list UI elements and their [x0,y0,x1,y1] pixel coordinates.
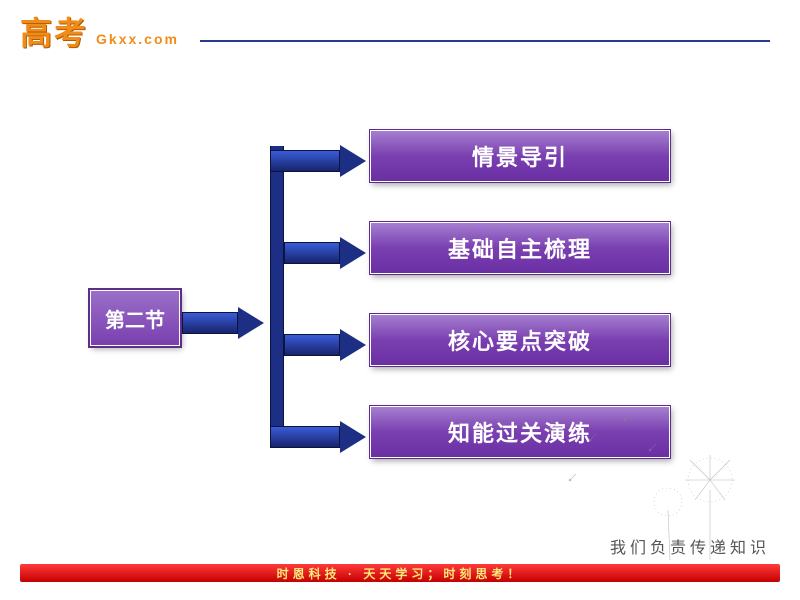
root-node: 第二节 [90,290,180,346]
leaf-label: 基础自主梳理 [448,232,592,264]
header: 高考 Gkxx.com [0,0,800,60]
arrow-shaft [270,426,340,448]
leaf-arrow-4 [270,421,366,453]
arrow-head-icon [340,421,366,453]
logo: 高考 Gkxx.com [20,8,179,54]
diagram: 第二节 情景导引 基础自主梳理 核心要点突破 知能过关演练 [0,110,800,490]
side-motto: 我们负责传递知识 [610,534,770,558]
arrow-shaft [182,312,238,334]
leaf-node-2: 基础自主梳理 [370,222,670,274]
footer-text: 时恩科技 · 天天学习；时刻思考！ [277,565,524,582]
leaf-label: 情景导引 [472,140,568,172]
logo-main-text: 高考 [20,8,88,54]
trunk-line [270,146,284,442]
leaf-node-3: 核心要点突破 [370,314,670,366]
leaf-arrow-1 [270,145,366,177]
arrow-head-icon [340,145,366,177]
arrow-head-icon [340,237,366,269]
arrow-head-icon [340,329,366,361]
logo-sub-text: Gkxx.com [96,31,179,47]
arrow-shaft [284,334,340,356]
arrow-head-icon [238,307,264,339]
leaf-arrow-3 [284,329,366,361]
leaf-node-4: 知能过关演练 [370,406,670,458]
footer-bar: 时恩科技 · 天天学习；时刻思考！ [20,564,780,582]
leaf-label: 知能过关演练 [448,416,592,448]
leaf-node-1: 情景导引 [370,130,670,182]
leaf-label: 核心要点突破 [448,324,592,356]
header-divider [200,40,770,42]
leaf-arrow-2 [284,237,366,269]
root-label: 第二节 [105,304,165,333]
arrow-shaft [270,150,340,172]
arrow-shaft [284,242,340,264]
root-arrow [182,307,264,339]
